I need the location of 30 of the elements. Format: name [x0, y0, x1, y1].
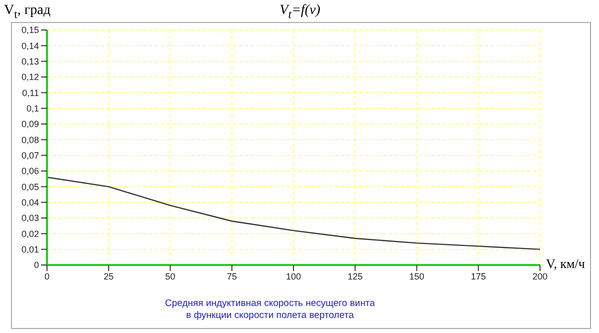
- y-tick-label: 0,1: [26, 104, 39, 114]
- x-tick-label: 175: [470, 271, 486, 282]
- x-tick-label: 75: [226, 271, 237, 282]
- y-tick-label: 0: [34, 260, 39, 270]
- line-series: [47, 176, 540, 250]
- y-tick-label: 0,11: [22, 88, 39, 98]
- y-tick-label: 0,03: [21, 213, 39, 224]
- y-tick-label: 0,02: [21, 228, 39, 239]
- x-tick-label: 100: [286, 271, 302, 282]
- y-tick-label: 0,01: [21, 244, 39, 255]
- y-tick-label: 0,06: [21, 166, 39, 176]
- x-tick-label: 200: [532, 271, 548, 282]
- y-tick-label: 0,12: [21, 72, 39, 82]
- chart-title: V$_{t}$=f(v): [278, 3, 322, 21]
- y-tick-label: 0,07: [21, 150, 39, 161]
- y-tick-label: 0,14: [21, 40, 39, 51]
- x-tick-label: 0: [44, 271, 50, 282]
- text: Средняя индуктивная скорость несущего винта в функции скорости полета вертолета: [164, 298, 376, 322]
- x-axis-title: V, км/ч: [546, 256, 585, 272]
- x-tick-label: 50: [165, 271, 176, 282]
- y-tick-label: 0,09: [21, 119, 39, 130]
- x-tick-label: 25: [104, 271, 114, 282]
- y-axis-title: V$_{t}$, град: [4, 3, 50, 21]
- y-tick-label: 0,05: [21, 182, 39, 192]
- x-tick-label: 125: [348, 271, 363, 282]
- y-tick-label: 0,08: [21, 134, 39, 145]
- y-tick-label: 0,04: [21, 198, 39, 208]
- x-tick-label: 150: [409, 271, 424, 282]
- y-tick-label: 0,13: [21, 56, 39, 67]
- y-tick-label: 0,15: [21, 25, 39, 36]
